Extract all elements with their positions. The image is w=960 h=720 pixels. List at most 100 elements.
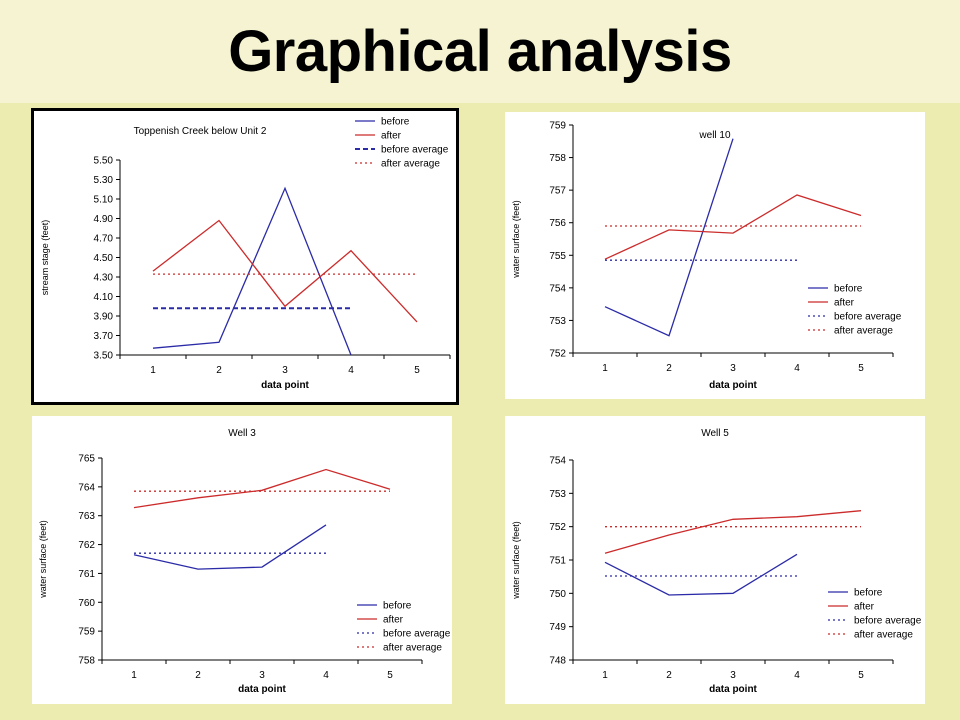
y-tick-label: 763 — [78, 511, 95, 522]
legend-label-before: before — [834, 284, 863, 295]
y-tick-label: 758 — [549, 153, 566, 164]
x-tick-label: 3 — [730, 363, 736, 374]
y-axis-title: stream stage (feet) — [40, 220, 50, 296]
series-line-before — [133, 524, 327, 570]
y-tick-label: 750 — [549, 589, 566, 600]
legend-label-after-average: after average — [854, 630, 913, 641]
legend-label-after-average: after average — [381, 159, 440, 170]
x-tick-label: 4 — [348, 365, 354, 376]
x-tick-label: 4 — [794, 670, 800, 681]
legend-label-before: before — [854, 588, 883, 599]
y-tick-label: 756 — [549, 218, 566, 229]
chart-panel-toppenish-creek: 3.50 3.70 3.90 4.10 4.30 4.50 4.70 4.90 5.10 5.30… — [31, 108, 459, 405]
y-tick-label: 5.10 — [94, 195, 114, 206]
y-tick-label: 753 — [549, 489, 566, 500]
y-tick-label: 4.10 — [94, 292, 114, 303]
y-tick-label: 759 — [549, 121, 566, 132]
y-tick-label: 4.30 — [94, 273, 114, 284]
chart-title: Toppenish Creek below Unit 2 — [134, 126, 267, 137]
y-tick-label: 4.50 — [94, 253, 114, 264]
x-tick-label: 5 — [858, 363, 864, 374]
x-tick-label: 5 — [858, 670, 864, 681]
y-axis-title: water surface (feet) — [38, 520, 48, 599]
x-tick-label: 3 — [259, 670, 265, 681]
x-axis-title: data point — [709, 380, 757, 391]
series-line-before — [152, 186, 352, 356]
chart-well-10: 752 753 754 755 756 757 758 759 1 2 3 4 5 well 10 data… — [511, 121, 902, 392]
chart-toppenish-creek: 3.50 3.70 3.90 4.10 4.30 4.50 4.70 4.90 5.10 5.30… — [40, 117, 451, 391]
x-tick-label: 2 — [216, 365, 222, 376]
y-tick-label: 4.70 — [94, 234, 114, 245]
y-tick-label: 761 — [78, 569, 95, 580]
series-line-after — [604, 194, 862, 260]
y-tick-label: 751 — [549, 556, 566, 567]
legend-label-after: after — [381, 131, 402, 142]
y-tick-label: 4.90 — [94, 214, 114, 225]
x-tick-label: 4 — [323, 670, 329, 681]
y-tick-label: 758 — [78, 656, 95, 667]
chart-title: Well 5 — [701, 428, 729, 439]
legend-label-before-average: before average — [381, 145, 449, 156]
chart-title: well 10 — [698, 130, 731, 141]
y-tick-label: 762 — [78, 540, 95, 551]
y-axis-title: water surface (feet) — [511, 521, 521, 600]
chart-well-5: 748 749 750 751 752 753 754 1 2 3 4 5 Well 5 data poi… — [511, 428, 922, 695]
legend-label-after: after — [854, 602, 875, 613]
legend-label-after: after — [383, 615, 404, 626]
y-tick-label: 3.90 — [94, 312, 114, 323]
legend-label-after-average: after average — [383, 643, 442, 654]
series-line-after — [133, 468, 391, 509]
x-axis-title: data point — [238, 684, 286, 695]
title-band — [0, 0, 960, 103]
legend-label-after: after — [834, 298, 855, 309]
y-tick-label: 760 — [78, 598, 95, 609]
y-tick-label: 3.70 — [94, 331, 114, 342]
y-tick-label: 755 — [549, 251, 566, 262]
y-tick-label: 753 — [549, 316, 566, 327]
x-axis-title: data point — [261, 380, 309, 391]
y-axis-title: water surface (feet) — [511, 200, 521, 279]
y-tick-label: 748 — [549, 656, 566, 667]
y-tick-label: 754 — [549, 456, 566, 467]
y-tick-label: 754 — [549, 283, 566, 294]
x-tick-label: 1 — [602, 363, 608, 374]
series-line-after — [604, 510, 862, 554]
x-tick-label: 2 — [666, 670, 672, 681]
chart-title: Well 3 — [228, 428, 256, 439]
series-line-before — [604, 138, 734, 337]
x-tick-label: 3 — [730, 670, 736, 681]
y-tick-label: 757 — [549, 186, 566, 197]
x-tick-label: 4 — [794, 363, 800, 374]
chart-panel-well-5: 748 749 750 751 752 753 754 1 2 3 4 5 Well 5 data poi… — [505, 416, 925, 704]
x-tick-label: 2 — [666, 363, 672, 374]
y-tick-label: 5.50 — [94, 156, 114, 167]
x-tick-label: 1 — [131, 670, 137, 681]
x-tick-label: 1 — [150, 365, 156, 376]
legend-label-before: before — [381, 117, 410, 128]
chart-panel-well-10: 752 753 754 755 756 757 758 759 1 2 3 4 5 well 10 data… — [505, 112, 925, 399]
slide-title: Graphical analysis — [228, 19, 732, 84]
x-axis-title: data point — [709, 684, 757, 695]
legend-label-before-average: before average — [834, 312, 902, 323]
y-tick-label: 752 — [549, 522, 566, 533]
series-line-after — [152, 219, 418, 323]
chart-well-3: 758 759 760 761 762 763 764 765 1 2 3 4 5 Well 3 data … — [38, 428, 451, 695]
legend-label-before-average: before average — [383, 629, 451, 640]
y-tick-label: 5.30 — [94, 175, 114, 186]
x-tick-label: 5 — [414, 365, 420, 376]
y-tick-label: 749 — [549, 622, 566, 633]
legend-label-before: before — [383, 601, 412, 612]
chart-panel-well-3: 758 759 760 761 762 763 764 765 1 2 3 4 5 Well 3 data … — [32, 416, 452, 704]
legend-label-after-average: after average — [834, 326, 893, 337]
y-tick-label: 3.50 — [94, 351, 114, 362]
legend-label-before-average: before average — [854, 616, 922, 627]
y-tick-label: 759 — [78, 627, 95, 638]
x-tick-label: 2 — [195, 670, 201, 681]
y-tick-label: 752 — [549, 349, 566, 360]
series-line-before — [604, 553, 798, 596]
x-tick-label: 3 — [282, 365, 288, 376]
x-tick-label: 5 — [387, 670, 393, 681]
y-tick-label: 765 — [78, 454, 95, 465]
x-tick-label: 1 — [602, 670, 608, 681]
y-tick-label: 764 — [78, 482, 95, 493]
